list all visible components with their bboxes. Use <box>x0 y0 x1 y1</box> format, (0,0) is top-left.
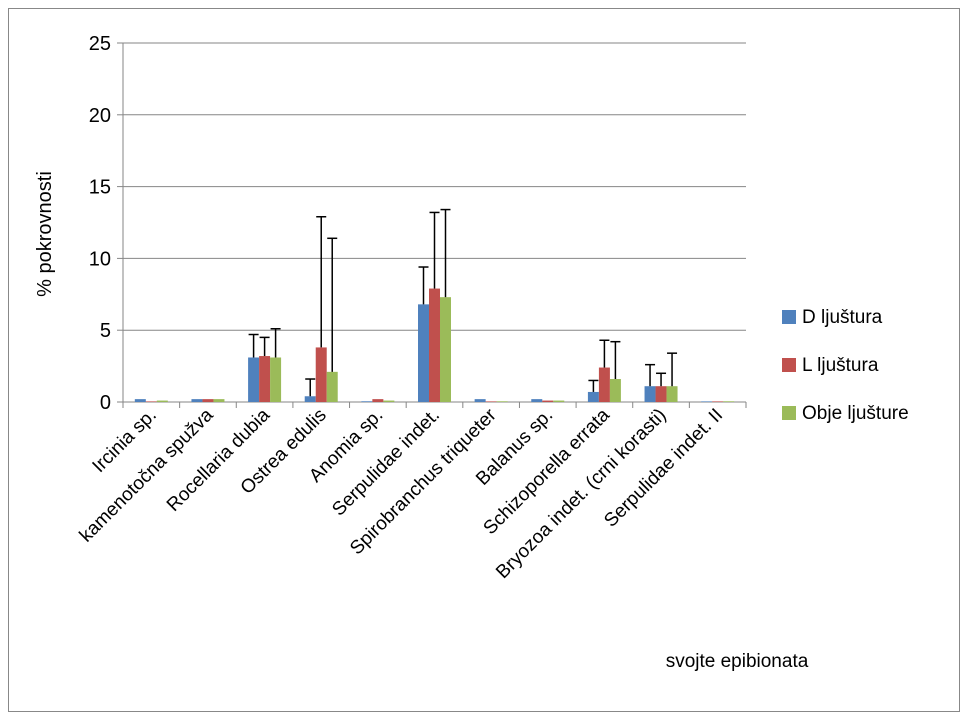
bar <box>304 396 316 402</box>
bar <box>145 401 157 402</box>
y-tick-label: 20 <box>89 105 111 127</box>
legend: D ljuštura L ljuštura Obje ljušture <box>782 307 909 424</box>
chart-frame: 0 5 10 15 20 25 Ircinia sp. kamenotočna spužva… <box>8 8 960 712</box>
bar <box>474 399 486 402</box>
bar <box>202 399 214 402</box>
bar <box>134 399 146 402</box>
y-tick-label: 25 <box>89 33 111 55</box>
x-tick-label: Rocellaria dubia <box>163 404 274 515</box>
gridlines <box>117 42 747 408</box>
bar <box>191 399 203 402</box>
bar <box>723 401 735 402</box>
y-tick-label: 10 <box>89 248 111 270</box>
bar <box>372 399 384 402</box>
bar <box>587 391 599 402</box>
bar <box>418 304 429 402</box>
bar <box>531 399 543 402</box>
legend-swatch <box>782 358 796 372</box>
bar <box>270 357 282 402</box>
y-tick-labels: 0 5 10 15 20 25 <box>89 33 111 414</box>
bar <box>598 367 610 402</box>
bar <box>655 386 667 402</box>
bar <box>213 399 225 402</box>
bar <box>701 401 713 402</box>
bar <box>644 386 656 402</box>
bar <box>609 379 621 402</box>
bars <box>134 288 735 402</box>
x-axis-title: svojte epibionata <box>666 651 809 672</box>
bar <box>326 371 338 402</box>
bar <box>440 297 451 402</box>
bar <box>712 401 724 402</box>
legend-swatch <box>782 310 796 324</box>
bar <box>485 401 497 402</box>
bar <box>156 400 168 402</box>
bar <box>553 400 565 402</box>
y-tick-label: 5 <box>100 320 111 342</box>
x-tick-labels: Ircinia sp.kamenotočna spužvaRocellaria … <box>76 404 728 583</box>
bar <box>496 401 508 402</box>
bar <box>361 401 373 402</box>
bar <box>259 356 271 402</box>
bar <box>248 357 260 402</box>
legend-swatch <box>782 406 796 420</box>
bar <box>315 347 327 402</box>
bar <box>429 288 440 402</box>
legend-label: L ljuštura <box>802 355 879 376</box>
y-tick-label: 15 <box>89 177 111 199</box>
bar <box>542 400 554 402</box>
error-bars <box>248 208 678 397</box>
y-tick-label: 0 <box>100 392 111 414</box>
legend-label: D ljuštura <box>802 307 883 328</box>
bar <box>666 386 678 402</box>
bar <box>383 400 395 402</box>
legend-label: Obje ljušture <box>802 403 909 424</box>
y-axis-title: % pokrovnosti <box>34 171 56 297</box>
chart-canvas: 0 5 10 15 20 25 Ircinia sp.kamenotočna spužva… <box>34 33 909 672</box>
